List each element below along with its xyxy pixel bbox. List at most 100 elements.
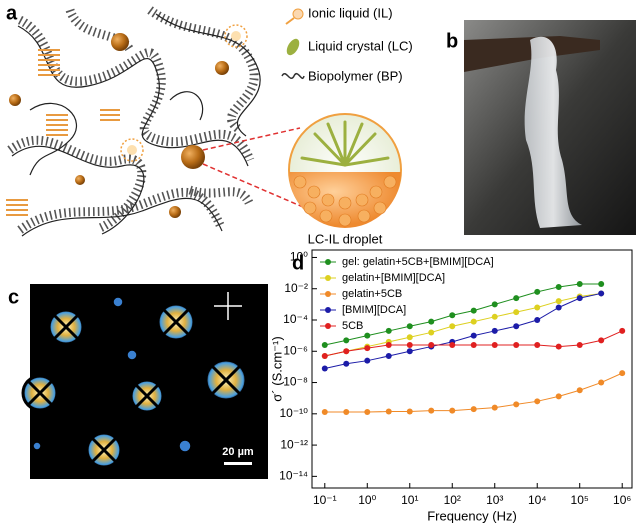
data-point — [577, 281, 583, 287]
data-point — [492, 328, 498, 334]
panel-label: c — [8, 286, 19, 308]
legend-label: Biopolymer (BP) — [308, 68, 403, 83]
y-tick-label: 10⁻¹⁴ — [279, 469, 308, 483]
x-tick-label: 10³ — [486, 493, 503, 507]
data-point — [471, 308, 477, 314]
data-point — [513, 309, 519, 315]
data-point — [322, 342, 328, 348]
data-point — [534, 342, 540, 348]
data-point — [322, 409, 328, 415]
data-point — [428, 342, 434, 348]
data-point — [471, 406, 477, 412]
data-point — [449, 342, 455, 348]
y-tick-label: 10⁻⁶ — [283, 343, 308, 357]
data-point — [386, 353, 392, 359]
data-point — [556, 305, 562, 311]
data-point — [513, 342, 519, 348]
legend-marker — [325, 307, 331, 313]
data-point — [428, 319, 434, 325]
legend-label: gel: gelatin+5CB+[BMIM][DCA] — [342, 256, 494, 268]
data-point — [386, 328, 392, 334]
data-point — [428, 329, 434, 335]
y-tick-label: 10⁻¹⁰ — [280, 406, 309, 420]
data-point — [556, 284, 562, 290]
data-point — [407, 323, 413, 329]
data-point — [619, 328, 625, 334]
data-point — [407, 409, 413, 415]
data-point — [364, 409, 370, 415]
x-tick-label: 10⁻¹ — [313, 493, 337, 507]
data-point — [471, 342, 477, 348]
data-point — [449, 408, 455, 414]
data-point — [556, 344, 562, 350]
data-point — [598, 281, 604, 287]
x-tick-label: 10¹ — [401, 493, 418, 507]
data-point — [577, 387, 583, 393]
legend-marker — [325, 275, 331, 281]
y-tick-label: 10⁻¹² — [280, 437, 308, 451]
panel-a: a — [6, 2, 413, 246]
x-axis-label: Frequency (Hz) — [427, 508, 517, 523]
data-point — [407, 348, 413, 354]
il-micelles — [121, 25, 247, 161]
droplet-label: LC-IL droplet — [308, 231, 383, 246]
scale-bar — [224, 462, 252, 465]
legend-icons — [282, 9, 304, 78]
data-point — [513, 401, 519, 407]
legend-label: gelatin+5CB — [342, 288, 402, 300]
legend-label: Liquid crystal (LC) — [308, 38, 413, 53]
data-point — [343, 348, 349, 354]
data-point — [449, 312, 455, 318]
panel-d: d Frequency (Hz) σ´ (S.cm⁻¹) 10⁻¹10⁰10¹1… — [269, 250, 632, 524]
biopolymer-network — [10, 10, 260, 236]
data-point — [513, 295, 519, 301]
legend-label: gelatin+[BMIM][DCA] — [342, 272, 445, 284]
scale-bar-label: 20 µm — [222, 446, 254, 458]
legend-label: [BMIM][DCA] — [342, 304, 406, 316]
panel-c: c 20 µm — [8, 284, 268, 479]
data-point — [364, 345, 370, 351]
page: a — [0, 0, 636, 525]
x-tick-label: 10⁶ — [613, 493, 631, 507]
legend-marker — [325, 259, 331, 265]
data-point — [428, 408, 434, 414]
droplet — [289, 114, 401, 228]
data-point — [471, 333, 477, 339]
plot-frame — [312, 250, 632, 488]
data-point — [492, 405, 498, 411]
data-point — [619, 370, 625, 376]
x-tick-label: 10⁴ — [528, 493, 547, 507]
y-tick-label: 10⁻² — [284, 281, 308, 295]
legend-marker — [325, 323, 331, 329]
y-axis-label: σ´ (S.cm⁻¹) — [269, 336, 284, 401]
figure: a — [0, 0, 636, 525]
data-point — [407, 342, 413, 348]
data-point — [343, 361, 349, 367]
data-point — [343, 337, 349, 343]
y-tick-label: 10⁻⁴ — [283, 312, 308, 326]
x-tick-label: 10⁰ — [358, 493, 376, 507]
lc-coils — [6, 50, 120, 215]
data-point — [492, 301, 498, 307]
data-point — [534, 317, 540, 323]
data-point — [598, 290, 604, 296]
data-point — [364, 333, 370, 339]
legend-label: Ionic liquid (IL) — [308, 5, 393, 20]
x-tick-label: 10⁵ — [571, 493, 589, 507]
data-point — [471, 319, 477, 325]
data-point — [492, 314, 498, 320]
data-point — [534, 305, 540, 311]
data-point — [407, 334, 413, 340]
data-point — [577, 295, 583, 301]
data-point — [598, 337, 604, 343]
data-point — [343, 409, 349, 415]
data-point — [492, 342, 498, 348]
panel-label: a — [6, 2, 18, 24]
y-tick-label: 10⁻⁸ — [283, 375, 308, 389]
y-tick-label: 10⁰ — [290, 250, 308, 264]
data-point — [364, 358, 370, 364]
x-tick-label: 10² — [444, 493, 461, 507]
data-point — [598, 380, 604, 386]
data-point — [322, 353, 328, 359]
data-point — [322, 366, 328, 372]
